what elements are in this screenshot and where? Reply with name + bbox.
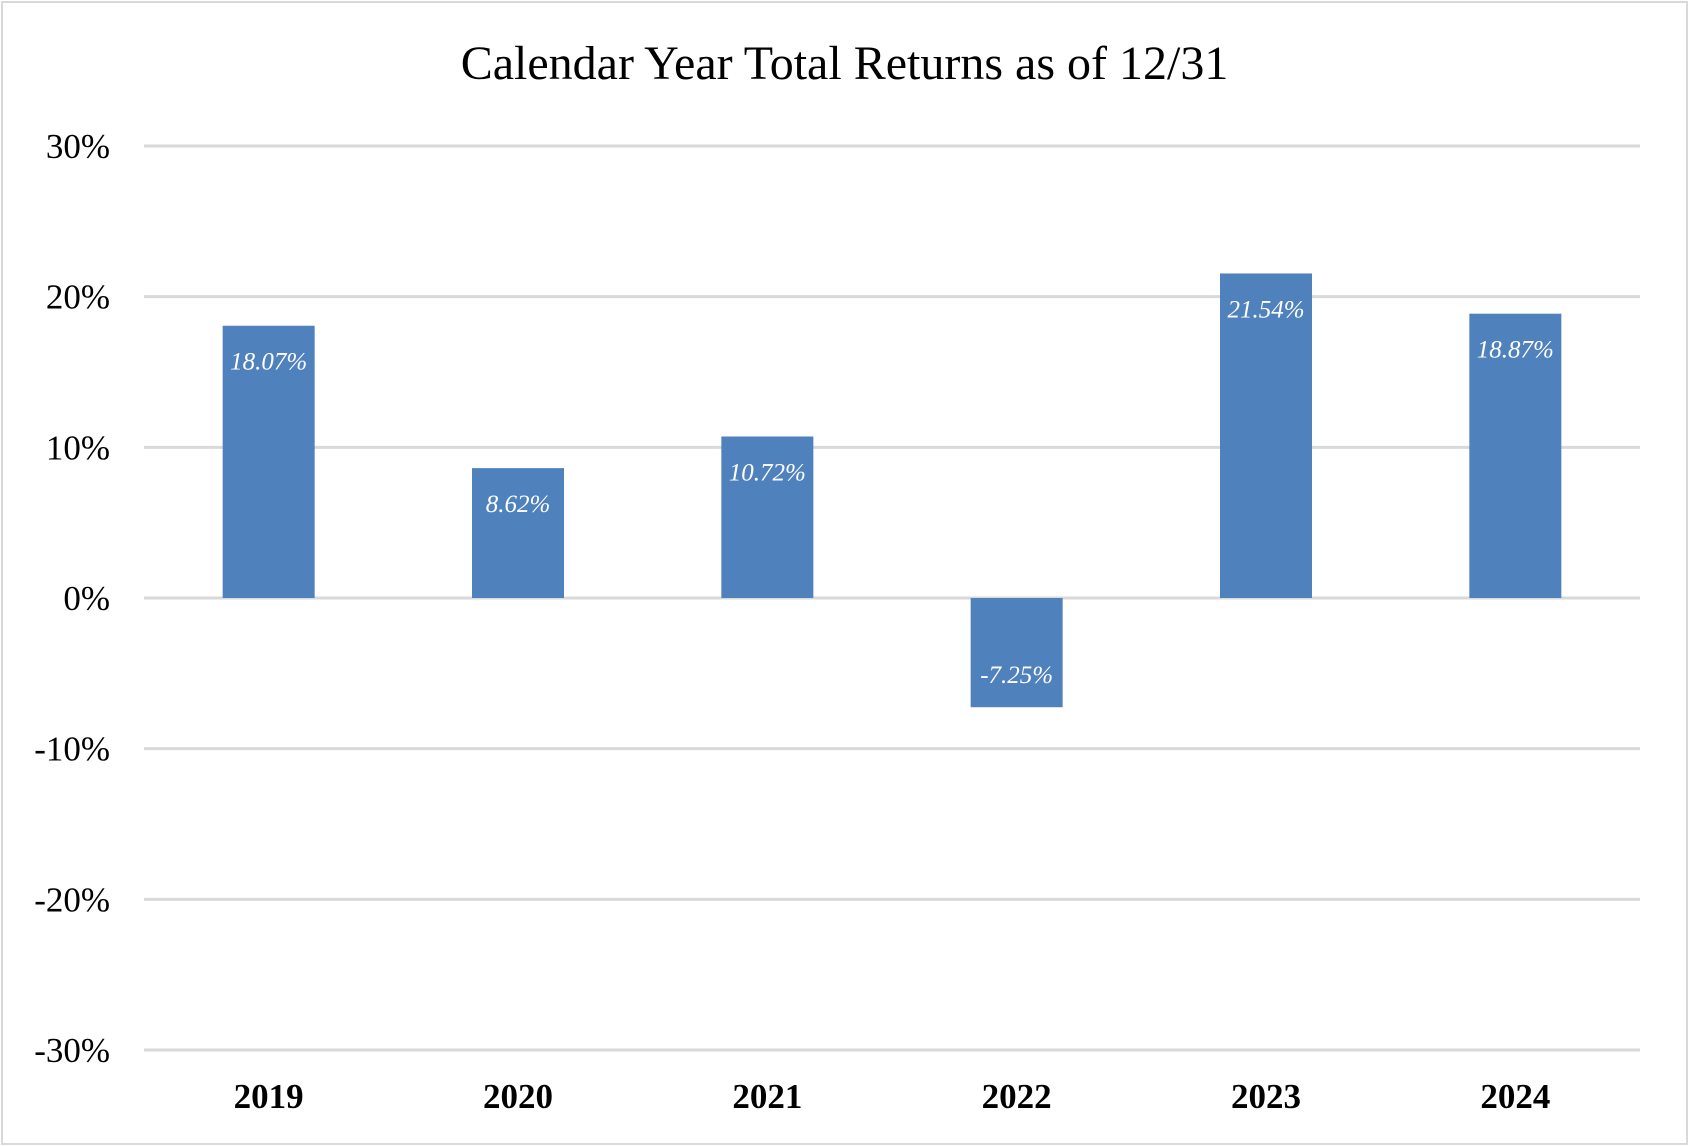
y-axis-tick-labels: 30% 20% 10% 0% -10% -20% -30% xyxy=(34,127,110,1070)
x-category-label: 2019 xyxy=(234,1077,304,1116)
x-category-label: 2023 xyxy=(1231,1077,1301,1116)
y-tick-label: 0% xyxy=(63,579,110,618)
data-label-2019: 18.07% xyxy=(230,349,307,376)
x-category-label: 2021 xyxy=(732,1077,802,1116)
bar-2020 xyxy=(472,468,564,598)
data-label-2021: 10.72% xyxy=(729,459,806,486)
bar-2022 xyxy=(970,598,1063,708)
data-label-2020: 8.62% xyxy=(486,491,551,518)
x-category-label: 2020 xyxy=(483,1077,553,1116)
bar-2023 xyxy=(1220,273,1312,598)
data-label-2023: 21.54% xyxy=(1227,296,1304,323)
bars xyxy=(222,273,1562,708)
x-category-label: 2024 xyxy=(1480,1077,1550,1116)
data-label-2022: -7.25% xyxy=(980,662,1053,689)
x-category-label: 2022 xyxy=(982,1077,1052,1116)
chart-title: Calendar Year Total Returns as of 12/31 xyxy=(460,37,1229,90)
bar-2019 xyxy=(222,325,315,598)
y-tick-label: -30% xyxy=(34,1031,110,1070)
y-tick-label: -10% xyxy=(34,730,110,769)
bar-2024 xyxy=(1469,313,1562,598)
x-axis-category-labels: 2019 2020 2021 2022 2023 2024 xyxy=(234,1077,1551,1116)
y-tick-label: -20% xyxy=(34,880,110,919)
y-tick-label: 30% xyxy=(46,127,110,166)
data-label-2024: 18.87% xyxy=(1477,337,1554,364)
bar-2021 xyxy=(721,436,814,598)
gridlines xyxy=(144,144,1640,1052)
y-tick-label: 20% xyxy=(46,278,110,317)
data-labels: 18.07% 8.62% 10.72% -7.25% 21.54% 18.87% xyxy=(230,296,1554,689)
y-tick-label: 10% xyxy=(46,428,110,467)
